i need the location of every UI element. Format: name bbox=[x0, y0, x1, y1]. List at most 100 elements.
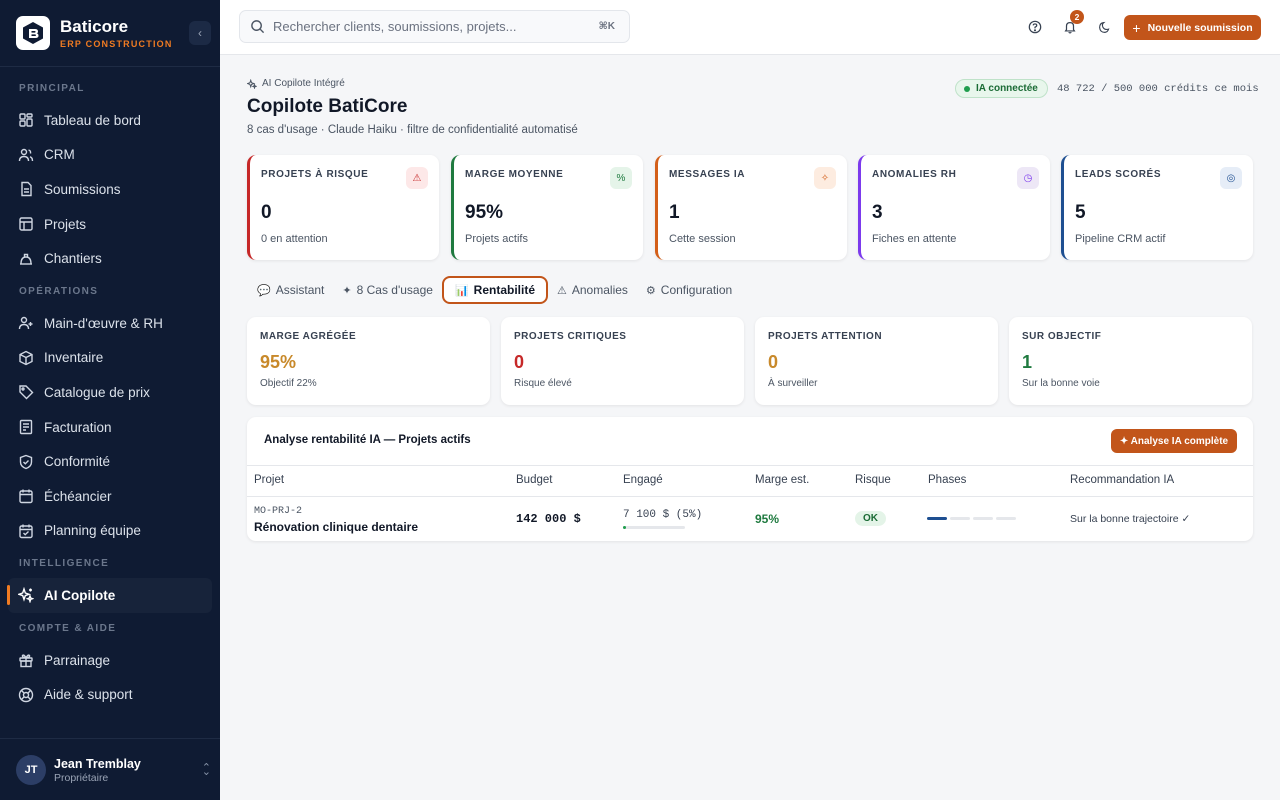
engaged-progress-fill bbox=[623, 526, 627, 529]
column-header: Phases bbox=[928, 474, 967, 486]
stat-subtext: Objectif 22% bbox=[260, 378, 317, 389]
sidebar-item-catalogue[interactable]: Catalogue de prix bbox=[0, 375, 220, 410]
sidebar-item-aide[interactable]: Aide & support bbox=[0, 677, 220, 712]
chevron-up-down-icon: ⌃ ⌄ bbox=[201, 762, 211, 778]
kpi-value: 3 bbox=[872, 202, 883, 223]
tab-assistant[interactable]: 💬 Assistant bbox=[248, 276, 333, 304]
kpi-label: ANOMALIES RH bbox=[872, 169, 957, 180]
tab-label: 8 Cas d'usage bbox=[356, 283, 433, 297]
theme-toggle-button[interactable] bbox=[1094, 17, 1114, 37]
stat-subtext: À surveiller bbox=[768, 378, 818, 389]
table-row[interactable]: MO-PRJ-2 Rénovation clinique dentaire 14… bbox=[247, 497, 1253, 541]
sidebar-item-echeancier[interactable]: Échéancier bbox=[0, 479, 220, 514]
sidebar-item-label: CRM bbox=[44, 147, 75, 163]
collapse-sidebar-button[interactable]: ‹ bbox=[189, 21, 211, 45]
search-box[interactable]: ⌘K bbox=[239, 10, 630, 43]
users-icon bbox=[18, 148, 34, 161]
sparkles-icon bbox=[247, 78, 257, 89]
credits-counter: 48 722 / 500 000 crédits ce mois bbox=[1057, 83, 1259, 95]
new-submission-button[interactable]: + Nouvelle soumission bbox=[1124, 15, 1261, 40]
moon-icon bbox=[1098, 21, 1109, 33]
sidebar-item-label: Catalogue de prix bbox=[44, 384, 150, 400]
project-budget: 142 000 $ bbox=[516, 512, 581, 526]
kpi-card[interactable]: MARGE MOYENNE% 95% Projets actifs bbox=[451, 155, 643, 260]
stat-card: PROJETS ATTENTION 0 À surveiller bbox=[755, 317, 998, 405]
tab-use-cases[interactable]: ✦ 8 Cas d'usage bbox=[333, 276, 442, 304]
column-header: Budget bbox=[516, 474, 553, 486]
search-input[interactable] bbox=[273, 19, 573, 34]
user-menu[interactable]: JT Jean Tremblay Propriétaire ⌃ ⌄ bbox=[16, 755, 211, 785]
document-icon bbox=[21, 182, 32, 197]
kpi-card[interactable]: MESSAGES IA ✧ 1 Cette session bbox=[655, 155, 847, 260]
tab-label: Rentabilité bbox=[473, 283, 535, 297]
brand-subtitle: ERP CONSTRUCTION bbox=[60, 38, 173, 49]
tab-rentabilite[interactable]: 📊 Rentabilité bbox=[441, 276, 548, 304]
sidebar-item-conformite[interactable]: Conformité bbox=[0, 444, 220, 479]
shield-icon bbox=[19, 454, 33, 469]
stat-label: PROJETS CRITIQUES bbox=[514, 331, 627, 342]
invoice-icon bbox=[19, 419, 33, 435]
gift-icon bbox=[19, 654, 33, 668]
stat-value: 0 bbox=[514, 352, 525, 372]
stat-label: MARGE AGRÉGÉE bbox=[260, 331, 357, 342]
stat-card: PROJETS CRITIQUES 0 Risque élevé bbox=[501, 317, 744, 405]
phase-segment bbox=[996, 517, 1016, 520]
sidebar-item-inventaire[interactable]: Inventaire bbox=[0, 341, 220, 376]
stat-label: SUR OBJECTIF bbox=[1022, 331, 1102, 342]
sidebar-item-label: Chantiers bbox=[44, 251, 102, 267]
brand-name: Baticore bbox=[60, 16, 129, 36]
kpi-label: MARGE MOYENNE bbox=[465, 169, 564, 180]
column-header: Risque bbox=[855, 474, 891, 486]
project-margin: 95% bbox=[755, 512, 780, 526]
column-header: Projet bbox=[254, 474, 285, 486]
tab-configuration[interactable]: ⚙ Configuration bbox=[637, 276, 741, 304]
kpi-card[interactable]: LEADS SCORÉS ◎ 5 Pipeline CRM actif bbox=[1061, 155, 1253, 260]
stat-card: SUR OBJECTIF 1 Sur la bonne voie bbox=[1009, 317, 1252, 405]
help-button[interactable] bbox=[1025, 17, 1045, 37]
avatar: JT bbox=[16, 755, 46, 785]
sidebar-item-label: Soumissions bbox=[44, 181, 121, 197]
column-header: Engagé bbox=[623, 474, 663, 486]
sidebar-item-label: Inventaire bbox=[44, 350, 104, 366]
stat-value: 0 bbox=[768, 352, 779, 372]
table-header: Projet Budget Engagé Marge est. Risque P… bbox=[247, 465, 1253, 497]
sidebar-item-projets[interactable]: Projets bbox=[0, 207, 220, 242]
warning-icon: ⚠ bbox=[406, 167, 428, 189]
kpi-label: LEADS SCORÉS bbox=[1075, 169, 1162, 180]
project-code: MO-PRJ-2 bbox=[254, 506, 303, 517]
sidebar-item-facturation[interactable]: Facturation bbox=[0, 410, 220, 445]
nav-section-title: PRINCIPAL bbox=[19, 83, 85, 94]
nav-section-title: OPÉRATIONS bbox=[19, 285, 99, 297]
kpi-card[interactable]: ANOMALIES RH ◷ 3 Fiches en attente bbox=[858, 155, 1050, 260]
folder-icon bbox=[19, 217, 33, 231]
full-ai-analysis-button[interactable]: ✦ Analyse IA complète bbox=[1111, 429, 1237, 453]
help-icon bbox=[18, 687, 34, 702]
sidebar-item-label: Planning équipe bbox=[44, 523, 141, 539]
sidebar-item-label: Aide & support bbox=[44, 687, 133, 703]
breadcrumb-label: AI Copilote Intégré bbox=[262, 78, 345, 89]
sidebar-item-soumissions[interactable]: Soumissions bbox=[0, 172, 220, 207]
brand[interactable]: Baticore ERP CONSTRUCTION bbox=[16, 16, 173, 50]
kpi-card[interactable]: PROJETS À RISQUE ⚠ 0 0 en attention bbox=[247, 155, 439, 260]
sidebar-item-ai-copilote[interactable]: AI Copilote bbox=[7, 578, 212, 613]
risk-badge: OK bbox=[855, 511, 886, 526]
calendar-check-icon bbox=[19, 524, 33, 539]
tab-anomalies[interactable]: ⚠ Anomalies bbox=[548, 276, 637, 304]
sidebar-item-label: Facturation bbox=[44, 419, 112, 435]
notification-badge: 2 bbox=[1070, 10, 1084, 24]
box-icon bbox=[19, 350, 33, 366]
stat-value: 1 bbox=[1022, 352, 1033, 372]
notifications-button[interactable]: 2 bbox=[1060, 10, 1084, 37]
ai-recommendation: Sur la bonne trajectoire ✓ bbox=[1070, 513, 1191, 525]
kpi-subtext: Pipeline CRM actif bbox=[1075, 233, 1166, 245]
sidebar-item-crm[interactable]: CRM bbox=[0, 138, 220, 173]
sparkle-icon: ✦ bbox=[342, 284, 352, 297]
phase-segment bbox=[973, 517, 993, 520]
sidebar-item-chantiers[interactable]: Chantiers bbox=[0, 241, 220, 276]
sidebar-item-main-oeuvre[interactable]: Main-d'œuvre & RH bbox=[0, 306, 220, 341]
sidebar-item-parrainage[interactable]: Parrainage bbox=[0, 643, 220, 678]
sidebar-divider bbox=[0, 66, 220, 67]
sidebar-item-planning[interactable]: Planning équipe bbox=[0, 514, 220, 549]
new-submission-label: Nouvelle soumission bbox=[1147, 21, 1253, 34]
sidebar-item-dashboard[interactable]: Tableau de bord bbox=[0, 103, 220, 138]
